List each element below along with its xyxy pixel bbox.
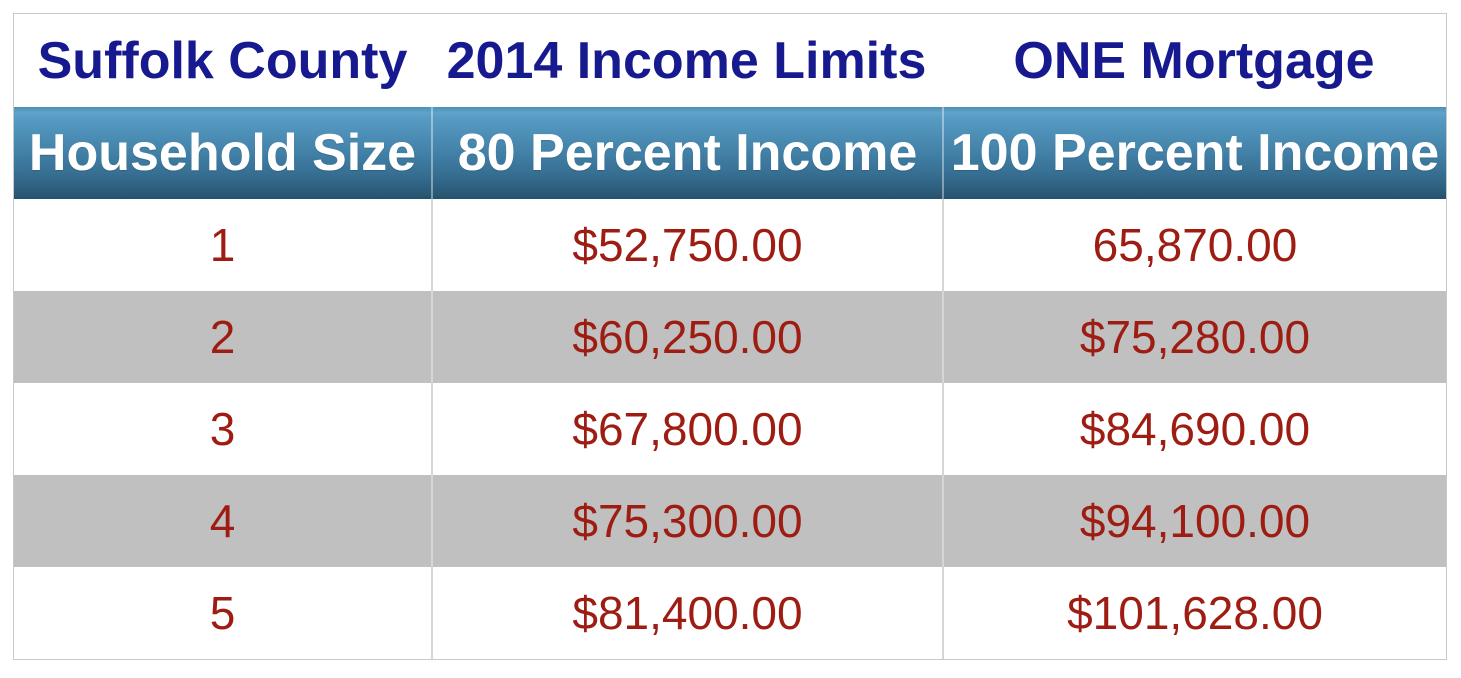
cell-household-size: 3 — [209, 403, 236, 455]
table-row-2: 2 $60,250.00 $75,280.00 — [14, 291, 1446, 383]
cell-household-size: 5 — [209, 587, 236, 639]
column-header-household-size: Household Size — [28, 124, 417, 182]
column-header-100-percent-income: 100 Percent Income — [942, 107, 1446, 199]
table-row-4: 4 $75,300.00 $94,100.00 — [14, 475, 1446, 567]
cell-80-percent-income: $81,400.00 — [431, 567, 942, 659]
title-cell-suffolk-county: Suffolk County — [37, 31, 408, 90]
table-header-row: Household Size 80 Percent Income 100 Per… — [14, 107, 1446, 199]
cell-80-percent-income: $52,750.00 — [431, 199, 942, 291]
cell-household-size: 2 — [209, 311, 236, 363]
title-cell-one-mortgage: ONE Mortgage — [1013, 31, 1375, 90]
column-header-80-percent-income: 80 Percent Income — [431, 107, 942, 199]
cell-household-size: 1 — [209, 219, 236, 271]
cell-80-percent-income: $60,250.00 — [431, 291, 942, 383]
table-row-3: 3 $67,800.00 $84,690.00 — [14, 383, 1446, 475]
table-title-row: Suffolk County 2014 Income Limits ONE Mo… — [14, 14, 1446, 107]
title-cell-2014-income-limits: 2014 Income Limits — [446, 31, 927, 90]
cell-80-percent-income: $67,800.00 — [431, 383, 942, 475]
cell-100-percent-income: $94,100.00 — [942, 475, 1446, 567]
cell-80-percent-income: $75,300.00 — [431, 475, 942, 567]
cell-100-percent-income: $84,690.00 — [942, 383, 1446, 475]
cell-100-percent-income: $101,628.00 — [942, 567, 1446, 659]
table-row-5: 5 $81,400.00 $101,628.00 — [14, 567, 1446, 659]
cell-household-size: 4 — [209, 495, 236, 547]
cell-100-percent-income: 65,870.00 — [942, 199, 1446, 291]
income-limits-table: Suffolk County 2014 Income Limits ONE Mo… — [13, 13, 1447, 660]
table-row-1: 1 $52,750.00 65,870.00 — [14, 199, 1446, 291]
cell-100-percent-income: $75,280.00 — [942, 291, 1446, 383]
